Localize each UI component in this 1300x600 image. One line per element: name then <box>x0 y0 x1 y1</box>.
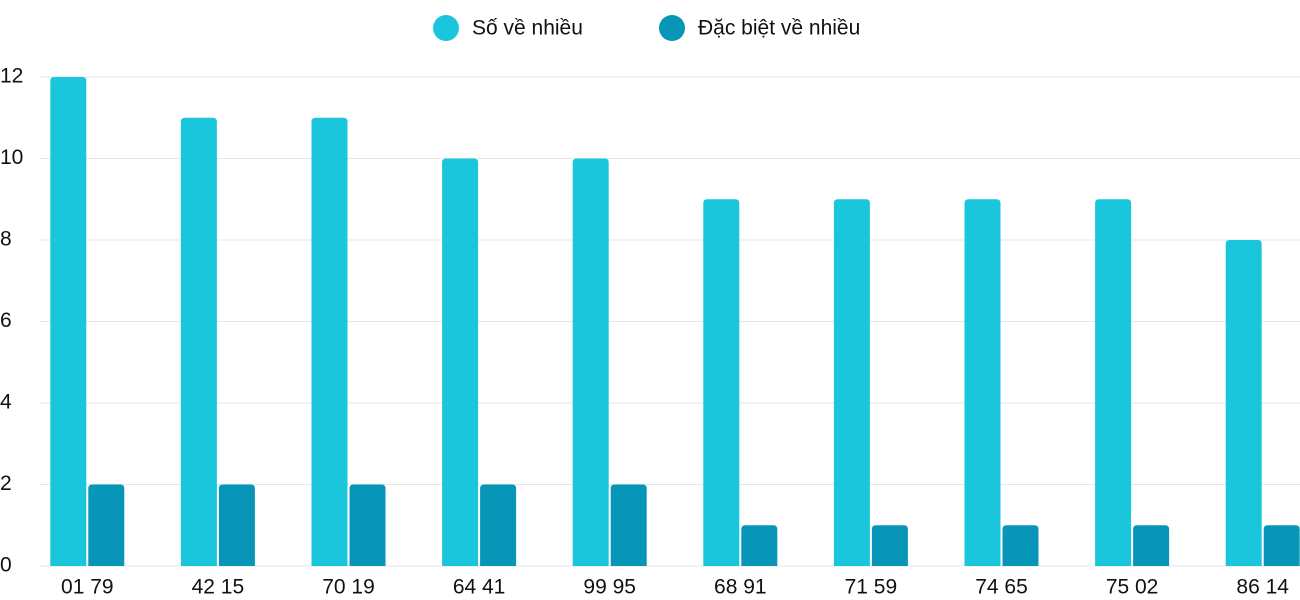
y-tick-label: 2 <box>0 472 12 495</box>
x-tick-label: 68 91 <box>714 576 767 599</box>
x-tick-label: 74 65 <box>975 576 1028 599</box>
bar <box>349 484 386 566</box>
legend-swatch <box>659 15 685 41</box>
bar <box>480 484 517 566</box>
y-tick-label: 4 <box>0 391 12 414</box>
bar <box>1225 240 1262 566</box>
y-tick-label: 6 <box>0 309 12 332</box>
bar <box>1095 199 1132 566</box>
x-tick-label: 75 02 <box>1106 576 1159 599</box>
y-tick-label: 0 <box>0 554 12 577</box>
bar <box>218 484 255 566</box>
x-tick-label: 42 15 <box>192 576 245 599</box>
bar <box>1263 525 1300 566</box>
bar <box>311 117 348 566</box>
legend-label: Đặc biệt về nhiều <box>698 17 860 40</box>
bar <box>442 158 479 566</box>
legend-swatch <box>433 15 459 41</box>
bar <box>88 484 125 566</box>
y-tick-label: 10 <box>0 146 23 169</box>
bar <box>964 199 1001 566</box>
bar <box>741 525 778 566</box>
bar <box>50 77 87 566</box>
bar <box>610 484 647 566</box>
x-tick-label: 01 79 <box>61 576 114 599</box>
y-tick-label: 8 <box>0 228 12 251</box>
bar <box>871 525 908 566</box>
bar <box>180 117 217 566</box>
bar <box>1133 525 1170 566</box>
x-tick-label: 64 41 <box>453 576 506 599</box>
y-tick-label: 12 <box>0 65 23 88</box>
legend-label: Số về nhiều <box>472 17 583 40</box>
bar <box>1002 525 1039 566</box>
x-tick-label: 70 19 <box>322 576 375 599</box>
bar <box>572 158 609 566</box>
x-tick-label: 99 95 <box>583 576 636 599</box>
bar <box>833 199 870 566</box>
x-tick-label: 86 14 <box>1236 576 1289 599</box>
bar <box>703 199 740 566</box>
x-tick-label: 71 59 <box>845 576 898 599</box>
